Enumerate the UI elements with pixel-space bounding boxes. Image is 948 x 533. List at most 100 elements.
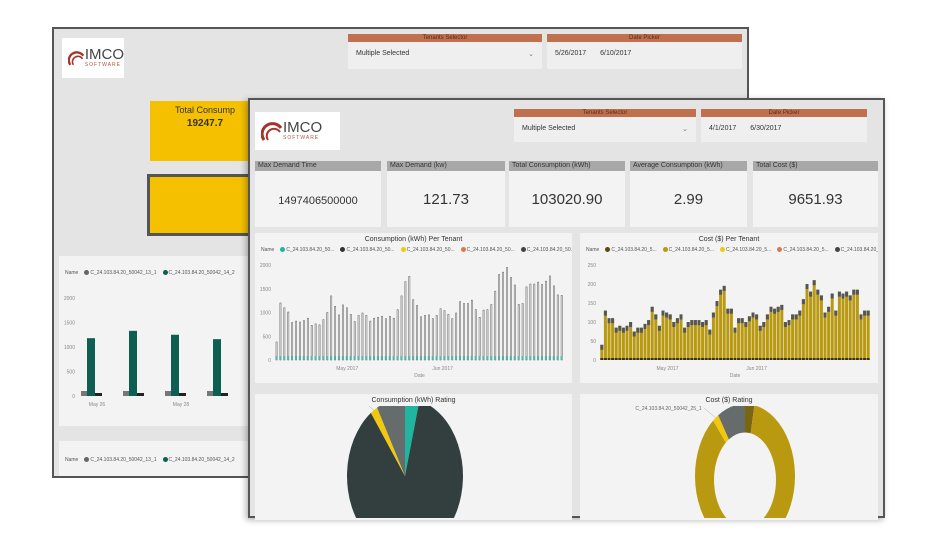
donut-hole xyxy=(714,432,776,518)
date-picker[interactable]: Date Picker 4/1/2017 6/30/2017 xyxy=(701,109,867,142)
pie-slice xyxy=(370,407,405,476)
bar-top xyxy=(827,306,831,312)
bar-base xyxy=(755,358,759,360)
bar-base xyxy=(740,358,744,360)
bar-base xyxy=(701,358,705,360)
legend-item[interactable]: C_24.103.84.20_50... xyxy=(460,247,515,253)
bar-base xyxy=(841,358,845,360)
y-tick-label: 500 xyxy=(263,334,272,340)
bar-top xyxy=(657,325,661,331)
bar xyxy=(87,338,95,396)
bar-teal xyxy=(330,356,333,360)
back-chart-panel: Name C_24.103.84.20_50042_13_1 C_24.103.… xyxy=(59,256,252,426)
legend-item[interactable]: C_24.103.84.20_5... xyxy=(662,247,714,253)
bar-teal xyxy=(560,356,563,360)
bar-base xyxy=(830,358,834,360)
date-start[interactable]: 4/1/2017 xyxy=(709,125,737,132)
bar xyxy=(701,322,705,360)
bar xyxy=(137,393,144,396)
imco-logo: IMCO SOFTWARE xyxy=(62,38,124,78)
legend-item[interactable]: C_24.103.84.20_50042_13_1 xyxy=(84,270,157,276)
legend-item[interactable]: C_24.103.84.20_5... xyxy=(720,247,771,253)
legend-item[interactable]: C_24.103.84.20_50... xyxy=(400,247,455,253)
bar xyxy=(318,324,321,361)
bar-teal xyxy=(494,356,497,360)
bar-teal xyxy=(548,356,551,360)
bar xyxy=(618,325,622,360)
bar-top xyxy=(661,310,665,316)
legend-item[interactable]: C_24.103.84.20_5... xyxy=(605,247,657,253)
date-picker[interactable]: Date Picker 5/26/2017 6/10/2017 xyxy=(547,34,742,69)
logo-arc-icon xyxy=(68,51,85,66)
bar xyxy=(314,323,317,361)
logo-subtext: SOFTWARE xyxy=(84,62,121,68)
bar-base xyxy=(773,358,777,360)
bar-top xyxy=(830,293,834,299)
bar-base xyxy=(816,358,820,360)
bar-base xyxy=(762,358,766,360)
bar xyxy=(762,322,766,360)
date-end[interactable]: 6/10/2017 xyxy=(600,50,632,57)
bar xyxy=(502,271,504,361)
legend-item[interactable]: C_24.103.84.20_50042_13_1 xyxy=(84,457,157,463)
y-tick-label: 1000 xyxy=(260,311,271,317)
bar xyxy=(482,309,485,361)
legend-item[interactable]: C_24.103.84.20_50042_14_2 xyxy=(162,457,235,463)
bar xyxy=(747,316,751,360)
legend-item[interactable]: C_24.103.84.20_50042_14_2 xyxy=(162,270,235,276)
bar xyxy=(541,284,543,361)
bar-base xyxy=(776,358,780,360)
legend-item[interactable]: C_24.103.84.20_50... xyxy=(520,247,572,253)
bar-teal xyxy=(373,356,375,360)
tenants-selector[interactable]: Tenants Selector Multiple Selected ⌄ xyxy=(348,34,542,69)
logo-arc-icon xyxy=(261,122,283,141)
tenants-selector[interactable]: Tenants Selector Multiple Selected ⌄ xyxy=(514,109,696,142)
chevron-down-icon[interactable]: ⌄ xyxy=(528,51,534,58)
date-end[interactable]: 6/30/2017 xyxy=(750,125,782,132)
bar xyxy=(221,393,228,396)
bar xyxy=(733,327,737,360)
bar-teal xyxy=(314,356,317,360)
legend-item[interactable]: C_24.103.84.20_50... xyxy=(340,247,395,253)
bar-base xyxy=(823,358,827,360)
bar xyxy=(765,314,769,360)
bar-teal xyxy=(337,356,340,360)
bar xyxy=(369,320,372,361)
bar-top xyxy=(740,318,744,324)
legend-item[interactable]: C_24.103.84.20_50... xyxy=(280,247,334,253)
kpi-card: Max Demand (kw) 121.73 xyxy=(387,161,505,227)
bar-base xyxy=(715,358,719,360)
bar-base xyxy=(675,358,679,360)
bar-top xyxy=(855,289,859,295)
bar-top xyxy=(798,310,802,316)
bar xyxy=(291,322,294,361)
bar xyxy=(498,274,501,361)
bar-teal xyxy=(294,356,297,360)
bar xyxy=(463,303,465,361)
legend-item[interactable]: C_24.103.84.20_5... xyxy=(777,247,829,253)
bar xyxy=(625,325,629,360)
bar-top xyxy=(823,312,827,318)
chevron-down-icon[interactable]: ⌄ xyxy=(682,126,688,133)
bar-top xyxy=(805,284,809,289)
x-tick-label: Jun 2017 xyxy=(432,366,453,372)
bar-base xyxy=(629,358,633,360)
bar xyxy=(657,325,661,360)
bar xyxy=(357,315,360,361)
bar-base xyxy=(798,358,802,360)
bar xyxy=(283,307,286,361)
bar-teal xyxy=(443,356,446,360)
legend-item[interactable]: C_24.103.84.20_5... xyxy=(834,247,878,253)
bar-teal xyxy=(525,356,528,360)
y-tick-label: 500 xyxy=(67,370,76,376)
bar xyxy=(863,310,867,360)
bar-base xyxy=(852,358,856,360)
bar-top xyxy=(776,306,780,312)
kpi-card: Max Demand Time 1497406500000 xyxy=(255,161,381,227)
date-start[interactable]: 5/26/2017 xyxy=(555,50,587,57)
bar xyxy=(326,312,329,361)
back-bar-chart: 0 500 1000 1500 2000 May 26 May 28 xyxy=(64,296,228,408)
legend-title: Name xyxy=(65,457,79,463)
bar-base xyxy=(719,358,723,360)
bar-base xyxy=(737,358,741,360)
